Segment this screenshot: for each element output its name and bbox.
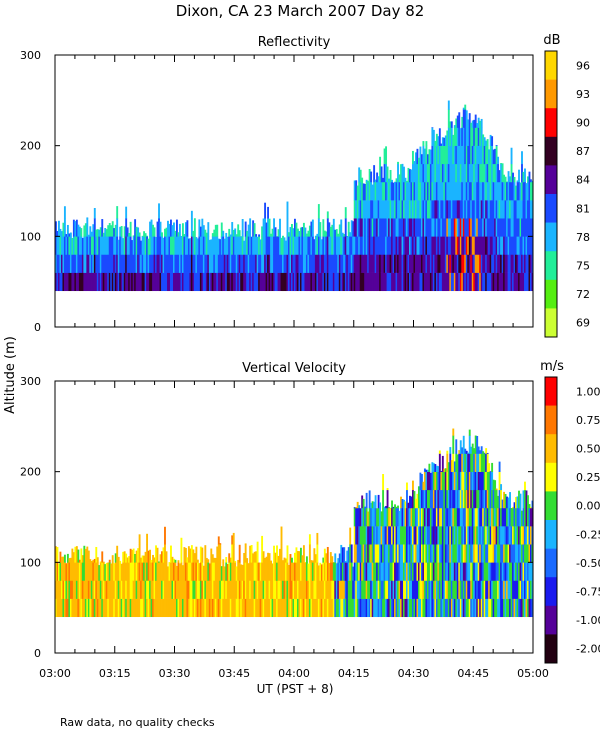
colorbar-swatch: [545, 634, 557, 664]
field-texture: [55, 428, 534, 618]
y-tick-label: 200: [20, 140, 41, 153]
footnote: Raw data, no quality checks: [60, 716, 215, 729]
colorbar-label: 0.75: [576, 414, 600, 427]
colorbar-swatch: [545, 548, 557, 578]
panels: Reflectivity 0 100 200 300 96 93 90 87 84 81 78 75 72…: [20, 33, 600, 680]
colorbar-label: 81: [576, 202, 590, 215]
y-axis-label: Altitude (m): [3, 336, 18, 414]
colorbar-label: -2.00: [576, 643, 600, 656]
colorbar-label: 90: [576, 117, 590, 130]
x-tick-label: 03:30: [159, 667, 191, 680]
y-tick-label: 100: [20, 230, 41, 243]
x-tick-label: 05:00: [517, 667, 549, 680]
colorbar-swatch: [545, 165, 557, 195]
colorbar-label: 93: [576, 88, 590, 101]
panel-reflectivity: Reflectivity 0 100 200 300 96 93 90 87 84 81 78 75 72…: [20, 33, 590, 338]
colorbar-label: 96: [576, 59, 590, 72]
field-texture: [55, 100, 534, 292]
colorbar-label: -0.75: [576, 586, 600, 599]
colorbar: 96 93 90 87 84 81 78 75 72 69 dB: [543, 33, 590, 338]
x-tick-label: 04:30: [398, 667, 430, 680]
y-tick-label: 0: [34, 321, 41, 334]
colorbar-unit: dB: [543, 33, 560, 48]
x-axis-label: UT (PST + 8): [257, 682, 334, 696]
y-tick-label: 300: [20, 49, 41, 62]
colorbar-swatch: [545, 279, 557, 309]
x-tick-label: 04:00: [278, 667, 310, 680]
colorbar-label: -0.50: [576, 557, 600, 570]
colorbar-swatch: [545, 51, 557, 80]
colorbar-frame: [544, 376, 558, 664]
colorbar-swatch: [545, 520, 557, 549]
y-tick-label: 0: [34, 647, 41, 660]
colorbar-swatch: [545, 605, 557, 635]
y-tick-label: 200: [20, 466, 41, 479]
colorbar: 1.00 0.75 0.50 0.25 0.00 -0.25 -0.50 -0.75 -1.00…: [540, 359, 600, 664]
colorbar-swatch: [545, 222, 557, 252]
colorbar-unit: m/s: [540, 359, 564, 374]
colorbar-label: 0.00: [576, 500, 600, 513]
colorbar-label: -0.25: [576, 528, 600, 541]
colorbar-frame: [544, 50, 558, 338]
colorbar-label: 0.25: [576, 471, 600, 484]
panel-vertical-velocity: Vertical Velocity 0 100 200 300 03:00 03:15 03:…: [20, 359, 600, 680]
colorbar-label: 0.50: [576, 443, 600, 456]
colorbar-swatch: [545, 491, 557, 521]
colorbar-label: 69: [576, 317, 590, 330]
colorbar-swatch: [545, 194, 557, 223]
figure-title: Dixon, CA 23 March 2007 Day 82: [176, 2, 425, 20]
colorbar-swatch: [545, 577, 557, 607]
colorbar-swatch: [545, 405, 557, 435]
x-tick-label: 04:45: [457, 667, 489, 680]
colorbar-label: 84: [576, 174, 590, 187]
colorbar-label: 75: [576, 260, 590, 273]
x-tick-label: 03:15: [99, 667, 131, 680]
colorbar-swatch: [545, 434, 557, 464]
colorbar-label: 87: [576, 145, 590, 158]
colorbar-swatch: [545, 136, 557, 166]
panel-title: Vertical Velocity: [242, 361, 346, 376]
y-tick-label: 300: [20, 375, 41, 388]
colorbar-swatch: [545, 462, 557, 492]
colorbar-swatch: [545, 308, 557, 338]
colorbar-swatch: [545, 377, 557, 406]
colorbar-swatch: [545, 251, 557, 281]
x-tick-label: 04:15: [338, 667, 370, 680]
colorbar-label: -1.00: [576, 614, 600, 627]
colorbar-label: 1.00: [576, 385, 600, 398]
x-tick-label: 03:45: [218, 667, 250, 680]
colorbar-swatch: [545, 79, 557, 109]
x-tick-label: 03:00: [39, 667, 71, 680]
colorbar-label: 78: [576, 231, 590, 244]
colorbar-label: 72: [576, 288, 590, 301]
y-tick-label: 100: [20, 556, 41, 569]
colorbar-swatch: [545, 108, 557, 138]
panel-title: Reflectivity: [258, 35, 331, 50]
